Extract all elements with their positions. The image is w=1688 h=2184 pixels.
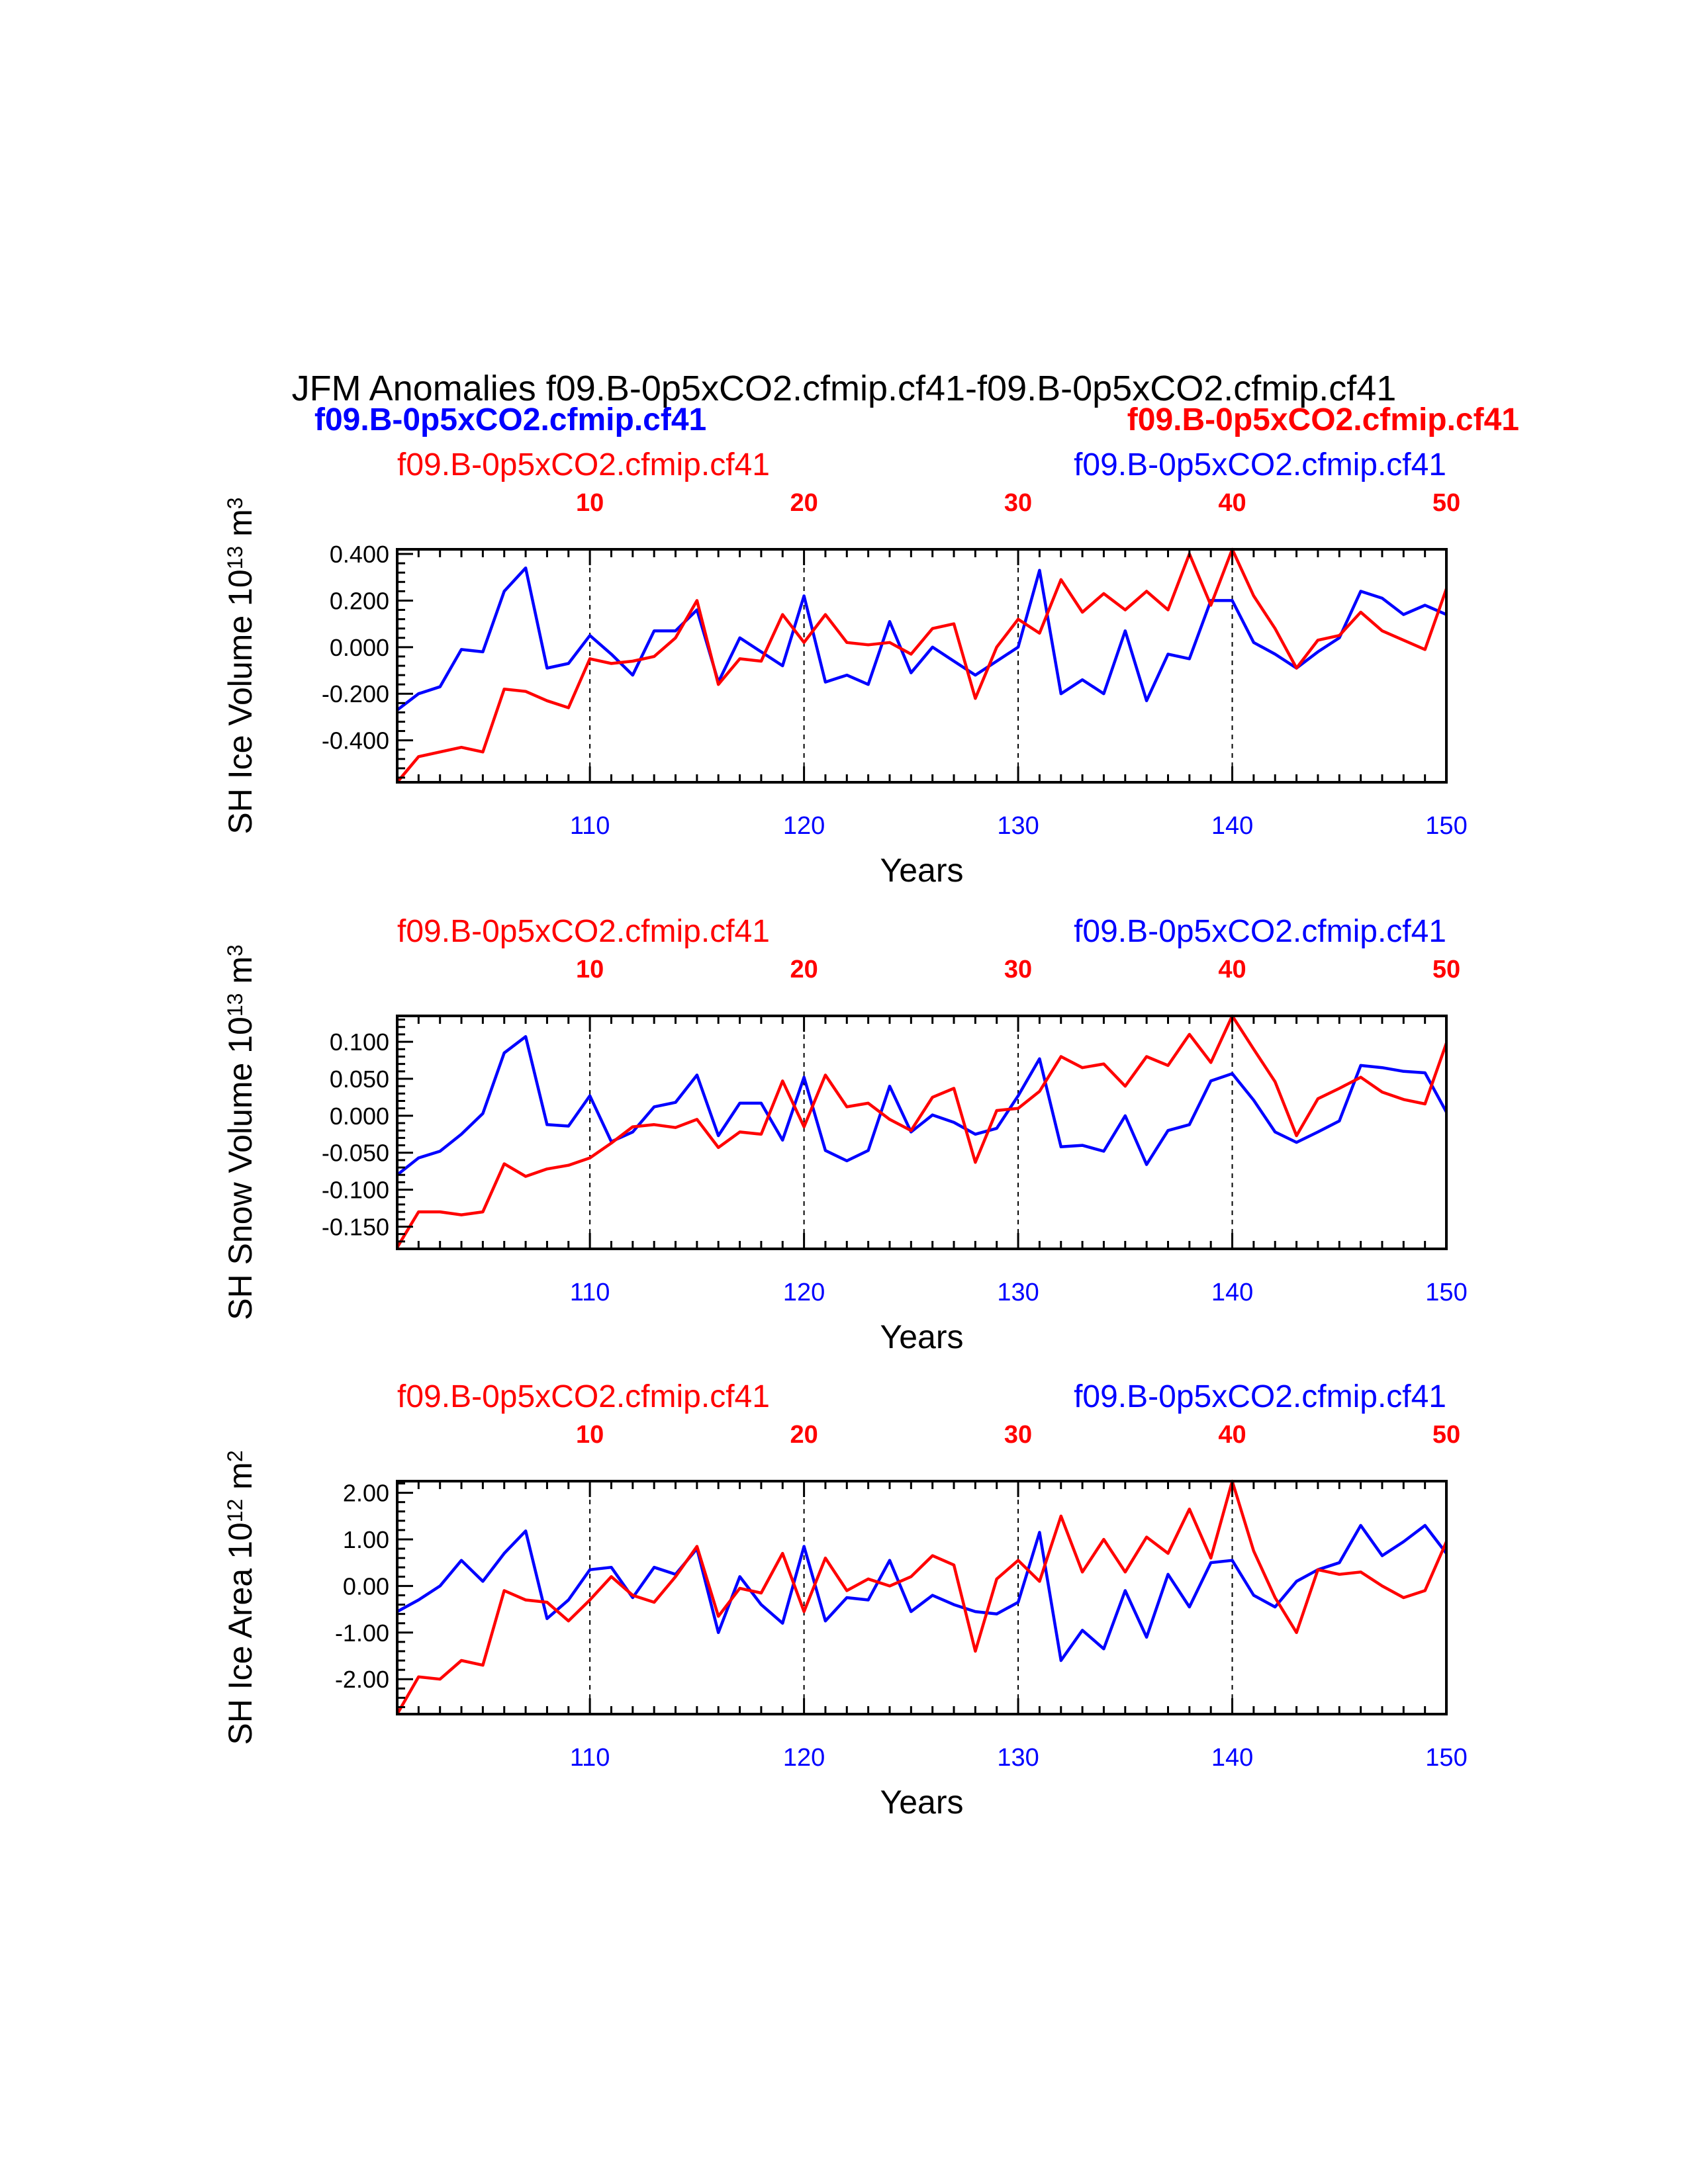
x-top-tick-label: 20: [790, 489, 818, 517]
y-tick-label: -0.400: [322, 727, 389, 754]
y-axis-title: SH Snow Volume 1013 m3: [222, 944, 259, 1320]
x-top-tick-label: 20: [790, 1421, 818, 1449]
x-bottom-tick-label: 150: [1425, 812, 1467, 840]
y-axis-title-text: SH Ice Area 10: [222, 1522, 259, 1745]
blue-series-line-2: [396, 1035, 1448, 1177]
red-series-line-2: [396, 1014, 1448, 1248]
x-top-tick-label: 10: [576, 489, 604, 517]
y-axis-title-text: SH Snow Volume 10: [222, 1017, 259, 1320]
red-series-line-1: [396, 547, 1448, 784]
y-axis-title-superscript: 13: [223, 993, 247, 1017]
y-axis-title-superscript: 2: [223, 1450, 247, 1462]
figure-title: JFM Anomalies f09.B-0p5xCO2.cfmip.cf41-f…: [292, 369, 1397, 408]
x-bottom-tick-label: 110: [570, 812, 610, 840]
y-tick-label: -2.00: [335, 1666, 389, 1693]
x-bottom-tick-label: 150: [1425, 1744, 1467, 1772]
chart-panel-2: -0.150 -0.100 -0.050 0.000 0.050 0.100 110 10 12…: [222, 914, 1468, 1355]
x-top-tick-label: 30: [1004, 1421, 1032, 1449]
x-top-tick-label: 30: [1004, 489, 1032, 517]
x-top-tick-label: 20: [790, 956, 818, 983]
x-axis-title: Years: [880, 1784, 963, 1821]
y-axis-title-superscript: 3: [223, 944, 247, 956]
x-top-tick-label: 40: [1218, 956, 1246, 983]
y-axis-title: SH Ice Area 1012 m2: [222, 1450, 259, 1745]
y-axis-title-superscript: 3: [223, 497, 247, 509]
x-bottom-tick-label: 110: [570, 1744, 610, 1772]
x-bottom-tick-label: 120: [783, 1744, 825, 1772]
chart-panel-3: -2.00 -1.00 0.00 1.00 2.00 110 10 120 20 130 30 140…: [222, 1379, 1468, 1821]
header-left-bold-label: f09.B-0p5xCO2.cfmip.cf41: [314, 402, 706, 437]
y-tick-label: -0.050: [322, 1140, 389, 1167]
y-axis-title-superscript: 12: [223, 1499, 247, 1523]
x-bottom-tick-label: 130: [997, 812, 1039, 840]
y-tick-label: 0.00: [343, 1572, 389, 1600]
x-bottom-tick-label: 130: [997, 1279, 1039, 1306]
x-top-tick-label: 50: [1432, 956, 1460, 983]
blue-series-line-1: [396, 566, 1447, 711]
y-tick-label: 0.400: [330, 541, 389, 568]
x-top-tick-label: 40: [1218, 1421, 1246, 1449]
y-tick-label: -0.200: [322, 680, 389, 707]
x-bottom-tick-label: 110: [570, 1279, 610, 1306]
panel-left-run-label: f09.B-0p5xCO2.cfmip.cf41: [397, 914, 770, 949]
panel-left-run-label: f09.B-0p5xCO2.cfmip.cf41: [397, 1379, 770, 1414]
x-bottom-tick-label: 120: [783, 812, 825, 840]
plot-frame-2: [396, 1015, 1448, 1250]
x-top-tick-label: 10: [576, 1421, 604, 1449]
y-tick-label: 0.200: [330, 587, 389, 614]
plot-frame-3: [396, 1480, 1448, 1715]
x-top-tick-label: 50: [1432, 1421, 1460, 1449]
red-series-line-3: [396, 1479, 1448, 1715]
x-top-tick-label: 10: [576, 956, 604, 983]
blue-series-line-3: [396, 1524, 1448, 1662]
x-top-tick-label: 50: [1432, 489, 1460, 517]
x-bottom-tick-label: 150: [1425, 1279, 1467, 1306]
x-bottom-tick-label: 140: [1211, 1279, 1253, 1306]
y-axis-title-text: m: [222, 1462, 259, 1499]
panel-right-run-label: f09.B-0p5xCO2.cfmip.cf41: [1074, 447, 1446, 482]
x-axis-title: Years: [880, 852, 963, 889]
panel-right-run-label: f09.B-0p5xCO2.cfmip.cf41: [1074, 1379, 1446, 1414]
y-axis-title: SH Ice Volume 1013 m3: [222, 497, 259, 834]
y-axis-title-text: m: [222, 956, 259, 993]
x-bottom-tick-label: 140: [1211, 1744, 1253, 1772]
y-tick-label: 0.000: [330, 634, 389, 661]
header-right-bold-label: f09.B-0p5xCO2.cfmip.cf41: [1127, 402, 1519, 437]
y-axis-title-text: SH Ice Volume 10: [222, 569, 259, 834]
y-tick-label: 0.050: [330, 1066, 389, 1093]
x-axis-title: Years: [880, 1318, 963, 1355]
x-bottom-tick-label: 120: [783, 1279, 825, 1306]
y-tick-label: -1.00: [335, 1619, 389, 1647]
panel-right-run-label: f09.B-0p5xCO2.cfmip.cf41: [1074, 914, 1446, 949]
y-tick-label: 0.100: [330, 1028, 389, 1056]
y-tick-label: 2.00: [343, 1480, 389, 1507]
y-tick-label: -0.150: [322, 1213, 389, 1240]
y-axis-title-text: m: [222, 509, 259, 546]
y-axis-title-superscript: 13: [223, 546, 247, 570]
x-top-tick-label: 30: [1004, 956, 1032, 983]
y-tick-label: -0.100: [322, 1177, 389, 1204]
x-bottom-tick-label: 140: [1211, 812, 1253, 840]
panel-left-run-label: f09.B-0p5xCO2.cfmip.cf41: [397, 447, 770, 482]
x-top-tick-label: 40: [1218, 489, 1246, 517]
y-tick-label: 0.000: [330, 1103, 389, 1130]
y-tick-label: 1.00: [343, 1526, 389, 1553]
chart-panel-1: -0.400 -0.200 0.000 0.200 0.400 110 10 120 20 130…: [222, 447, 1468, 889]
x-bottom-tick-label: 130: [997, 1744, 1039, 1772]
